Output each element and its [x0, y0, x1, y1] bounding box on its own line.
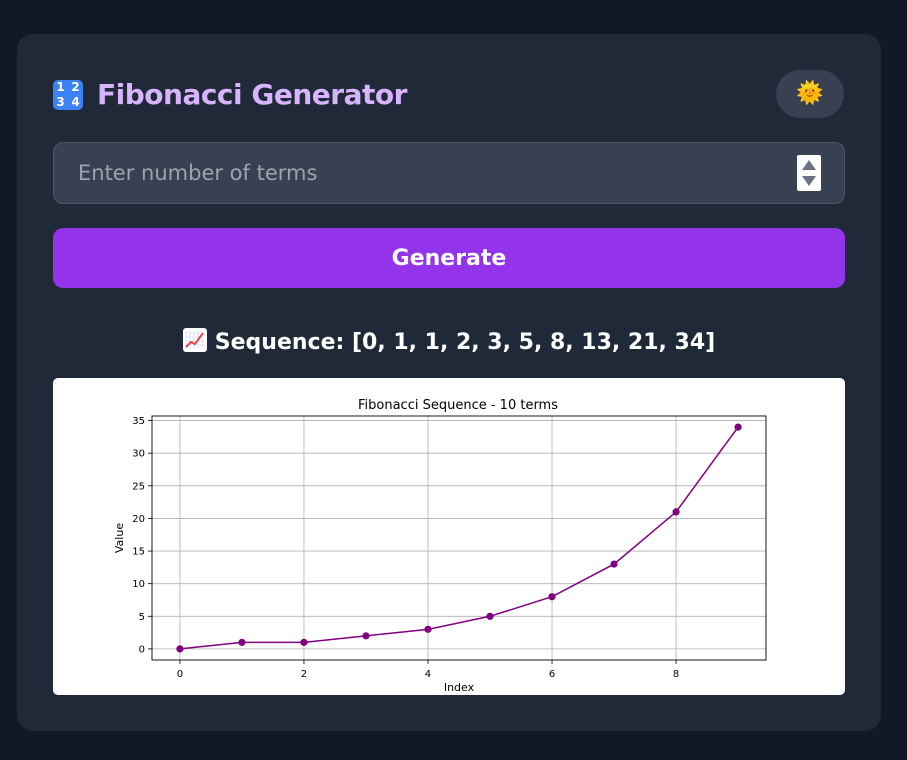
data-point [176, 645, 184, 653]
terms-input[interactable] [54, 143, 778, 203]
sequence-text: Sequence: [0, 1, 1, 2, 3, 5, 8, 13, 21, … [214, 330, 716, 355]
title-icon-digit: 1 [56, 79, 65, 94]
plot-frame [151, 415, 767, 661]
stepper-up-icon[interactable] [802, 160, 816, 171]
number-stepper[interactable] [797, 155, 821, 191]
x-tick-label: 6 [549, 669, 555, 680]
data-point [300, 638, 308, 646]
y-tick-label: 10 [132, 579, 145, 590]
data-points [176, 423, 742, 653]
stepper-down-icon[interactable] [802, 175, 816, 186]
terms-input-wrapper [53, 142, 845, 204]
chart-title: Fibonacci Sequence - 10 terms [358, 398, 558, 413]
y-axis-label: Value [113, 523, 126, 553]
y-tick-label: 25 [132, 481, 145, 492]
x-tick-label: 4 [425, 669, 431, 680]
y-tick-label: 15 [132, 547, 145, 558]
x-tick-label: 8 [673, 669, 679, 680]
app-header: 1 2 3 4 Fibonacci Generator [53, 78, 407, 111]
data-point [424, 625, 432, 633]
y-tick-label: 5 [139, 612, 145, 623]
x-tick-label: 2 [301, 669, 307, 680]
fibonacci-chart: Fibonacci Sequence - 10 terms 0 2 4 6 8 0 5 10 1… [113, 398, 767, 694]
title-icon-digit: 4 [71, 94, 80, 109]
fibonacci-plot: Fibonacci Sequence - 10 terms 0 2 4 6 8 0 5 10 1… [53, 378, 845, 695]
chart-ticks: 0 2 4 6 8 0 5 10 15 20 25 30 35 [132, 416, 679, 680]
y-tick-label: 30 [132, 449, 145, 460]
page-title: Fibonacci Generator [97, 78, 407, 111]
y-tick-label: 0 [139, 644, 145, 655]
app-card: 1 2 3 4 Fibonacci Generator 🌞 Generate [17, 34, 881, 731]
generate-button[interactable]: Generate [53, 228, 845, 288]
data-point [486, 612, 494, 620]
y-tick-label: 20 [132, 514, 145, 525]
title-icon-digit: 3 [56, 94, 65, 109]
chart-grid [152, 416, 766, 660]
x-tick-label: 0 [177, 669, 183, 680]
sequence-heading: Sequence: [0, 1, 1, 2, 3, 5, 8, 13, 21, … [53, 328, 845, 355]
data-point [672, 508, 680, 516]
sun-icon: 🌞 [796, 81, 824, 106]
x-axis-label: Index [444, 681, 475, 694]
y-tick-label: 35 [132, 416, 145, 427]
data-point [734, 423, 742, 431]
title-icon-digit: 2 [71, 79, 80, 94]
chart-increasing-icon [182, 328, 207, 352]
data-point [610, 560, 618, 568]
data-point [362, 632, 370, 640]
theme-toggle-button[interactable]: 🌞 [776, 70, 844, 118]
data-point [548, 593, 556, 601]
series-line [179, 426, 739, 650]
input-numbers-icon: 1 2 3 4 [53, 79, 83, 110]
data-point [238, 638, 246, 646]
